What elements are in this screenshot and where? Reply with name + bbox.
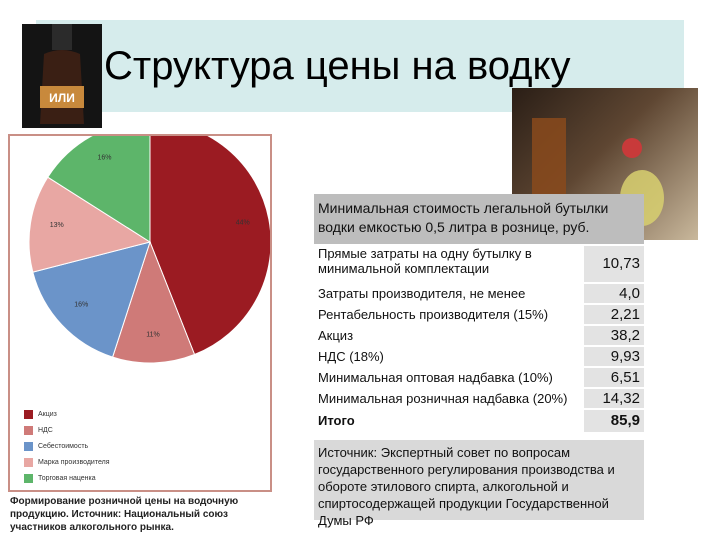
pie-chart: 44% 11% 16% 13% 16% (28, 136, 270, 364)
bottle-neck (52, 24, 72, 50)
table-row: Акциз 38,2 (314, 326, 644, 346)
price-table: Минимальная стоимость легальной бутылки … (314, 194, 644, 528)
table-source-text: Источник: Экспертный совет по вопросам г… (318, 445, 615, 528)
legend-swatch (24, 409, 33, 419)
slide-title: Структура цены на водку (104, 44, 571, 88)
bottle-logo-text: ИЛИ (49, 91, 75, 105)
slice-label-5: 16% (98, 154, 112, 161)
table-total-row: Итого 85,9 (314, 410, 644, 433)
row-value: 4,0 (584, 284, 644, 303)
table-header: Минимальная стоимость легальной бутылки … (314, 194, 644, 244)
table-row: НДС (18%) 9,93 (314, 347, 644, 367)
row-value: 9,93 (584, 347, 644, 366)
bottle-shape (532, 118, 566, 208)
legend-label: Себестоимость (38, 442, 89, 450)
legend-label: Акциз (38, 410, 57, 418)
pie-slice-3 (32, 241, 151, 358)
table-row: Минимальная оптовая надбавка (10%) 6,51 (314, 368, 644, 388)
pie-chart-panel: 44% 11% 16% 13% 16% Акциз НДС Себестоимость Мар… (8, 134, 272, 492)
table-row: Затраты производителя, не менее 4,0 (314, 284, 644, 304)
pie-slice-4 (28, 176, 152, 273)
legend-label: Торговая наценка (38, 474, 96, 482)
row-label: Минимальная оптовая надбавка (10%) (318, 370, 553, 385)
slice-label-3: 16% (74, 302, 88, 309)
legend-swatch (24, 473, 33, 483)
row-label: Минимальная розничная надбавка (20%) (318, 391, 568, 406)
legend-item-3: Себестоимость (24, 440, 88, 452)
row-value: 85,9 (584, 410, 644, 432)
legend-item-4: Марка производителя (24, 456, 109, 468)
legend-label: НДС (38, 426, 53, 434)
legend-label: Марка производителя (38, 458, 110, 466)
row-label: Акциз (318, 328, 354, 343)
legend-swatch (24, 425, 33, 435)
row-value: 38,2 (584, 326, 644, 345)
cherry-shape (622, 138, 642, 158)
legend-item-1: Акциз (24, 408, 57, 420)
pie-slice-5 (47, 136, 151, 243)
row-value: 10,73 (584, 246, 644, 282)
row-label: Прямые затраты на одну бутылку в минимал… (318, 246, 532, 276)
pie-slice-1 (149, 136, 270, 356)
row-label: Затраты производителя, не менее (318, 286, 526, 301)
legend-swatch (24, 457, 33, 467)
row-value: 14,32 (584, 389, 644, 408)
slice-label-4: 13% (50, 222, 64, 229)
chart-caption: Формирование розничной цены на водочную … (10, 496, 239, 533)
legend-item-5: Торговая наценка (24, 472, 96, 484)
legend-swatch (24, 441, 33, 451)
slice-label-1: 44% (236, 219, 250, 226)
legend-item-2: НДС (24, 424, 53, 436)
pie-slice-2 (111, 240, 196, 364)
row-label: Итого (318, 413, 355, 428)
row-value: 2,21 (584, 305, 644, 324)
bottle-label (40, 86, 84, 108)
table-header-text: Минимальная стоимость легальной бутылки … (318, 200, 609, 235)
table-source: Источник: Экспертный совет по вопросам г… (314, 440, 644, 528)
slice-label-2: 11% (146, 331, 160, 338)
row-label: Рентабельность производителя (15%) (318, 307, 549, 322)
vodka-bottle-image: ИЛИ (22, 24, 102, 128)
table-row: Рентабельность производителя (15%) 2,21 (314, 305, 644, 325)
row-label: НДС (18%) (318, 349, 384, 364)
table-row: Минимальная розничная надбавка (20%) 14,… (314, 389, 644, 409)
row-value: 6,51 (584, 368, 644, 387)
table-row: Прямые затраты на одну бутылку в минимал… (314, 246, 644, 283)
